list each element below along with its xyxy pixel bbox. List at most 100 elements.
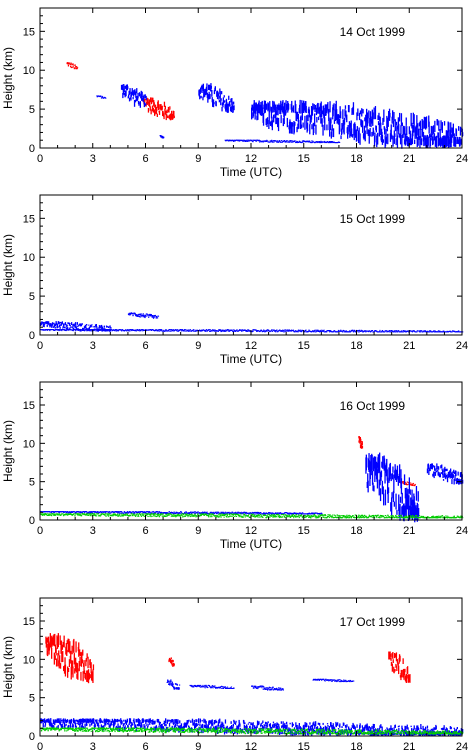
data-point xyxy=(405,133,407,145)
data-point xyxy=(203,512,206,514)
data-point xyxy=(71,725,73,728)
panel-date-label: 14 Oct 1999 xyxy=(340,25,406,39)
data-point xyxy=(94,326,96,328)
data-point xyxy=(343,117,346,125)
data-point xyxy=(259,516,261,518)
data-point xyxy=(63,666,65,672)
x-tick-label: 6 xyxy=(142,153,148,165)
data-point xyxy=(70,326,72,328)
data-point xyxy=(415,486,418,501)
data-point xyxy=(312,330,314,332)
data-point xyxy=(392,517,394,519)
data-point xyxy=(55,322,58,325)
data-point xyxy=(357,108,359,116)
data-point xyxy=(114,719,117,723)
data-point xyxy=(358,112,361,121)
data-point xyxy=(264,512,266,514)
data-point xyxy=(265,513,267,515)
data-point xyxy=(400,673,402,681)
data-point xyxy=(61,720,63,722)
data-point xyxy=(453,515,455,517)
data-point xyxy=(223,330,225,332)
data-point xyxy=(379,471,381,486)
data-point xyxy=(182,516,184,518)
data-point xyxy=(194,684,196,686)
data-point xyxy=(238,329,241,331)
data-point xyxy=(66,649,68,656)
data-point xyxy=(359,516,362,518)
data-point xyxy=(384,517,386,519)
data-point xyxy=(205,512,207,513)
data-point xyxy=(424,331,426,333)
data-point xyxy=(161,329,163,331)
data-point xyxy=(213,90,216,95)
data-point xyxy=(133,513,135,515)
data-point xyxy=(141,91,143,97)
data-point xyxy=(262,685,264,687)
data-point xyxy=(261,687,263,689)
data-point xyxy=(276,141,278,143)
data-point xyxy=(414,517,416,519)
data-point xyxy=(314,107,316,112)
data-point xyxy=(280,513,283,515)
data-point xyxy=(73,64,75,66)
data-point xyxy=(91,329,93,331)
data-point xyxy=(57,329,59,331)
data-point xyxy=(101,97,103,98)
data-point xyxy=(230,512,232,514)
data-point xyxy=(314,113,316,127)
data-point xyxy=(457,516,459,518)
data-point xyxy=(384,331,386,333)
data-point xyxy=(220,512,222,514)
data-point xyxy=(223,511,225,513)
data-point xyxy=(355,129,358,142)
data-point xyxy=(171,662,173,666)
data-point xyxy=(445,473,447,480)
data-point xyxy=(391,515,393,518)
data-point xyxy=(127,511,129,513)
data-point xyxy=(424,135,426,140)
data-point xyxy=(168,329,171,331)
data-point xyxy=(242,516,244,518)
data-point xyxy=(213,685,215,687)
data-point xyxy=(138,515,140,517)
data-point xyxy=(422,517,424,519)
data-point xyxy=(208,516,210,518)
data-point xyxy=(339,681,341,683)
data-point xyxy=(401,492,403,504)
data-point xyxy=(218,329,220,331)
data-point xyxy=(239,512,242,514)
data-point xyxy=(408,126,410,135)
data-point xyxy=(422,331,424,333)
data-point xyxy=(165,110,167,115)
data-point xyxy=(150,109,152,115)
data-point xyxy=(364,130,366,142)
data-point xyxy=(311,515,313,517)
data-point xyxy=(106,329,108,332)
data-point xyxy=(245,512,247,513)
data-point xyxy=(271,688,273,690)
data-point xyxy=(46,329,48,331)
data-point xyxy=(75,325,77,328)
data-point xyxy=(53,514,55,516)
data-point xyxy=(379,117,381,126)
data-point xyxy=(112,515,114,517)
data-point xyxy=(237,513,239,515)
data-point xyxy=(65,511,67,513)
data-point xyxy=(453,469,455,473)
data-point xyxy=(202,83,204,91)
data-point xyxy=(111,723,113,726)
data-point xyxy=(217,511,220,513)
data-point xyxy=(244,511,246,513)
data-point xyxy=(109,330,111,332)
data-point xyxy=(405,483,407,484)
data-point xyxy=(264,687,266,689)
data-point xyxy=(249,513,251,515)
data-point xyxy=(148,316,150,318)
data-point xyxy=(450,122,452,133)
data-point xyxy=(259,513,261,515)
data-point xyxy=(318,330,320,332)
data-point xyxy=(457,515,459,517)
data-point xyxy=(220,687,222,689)
